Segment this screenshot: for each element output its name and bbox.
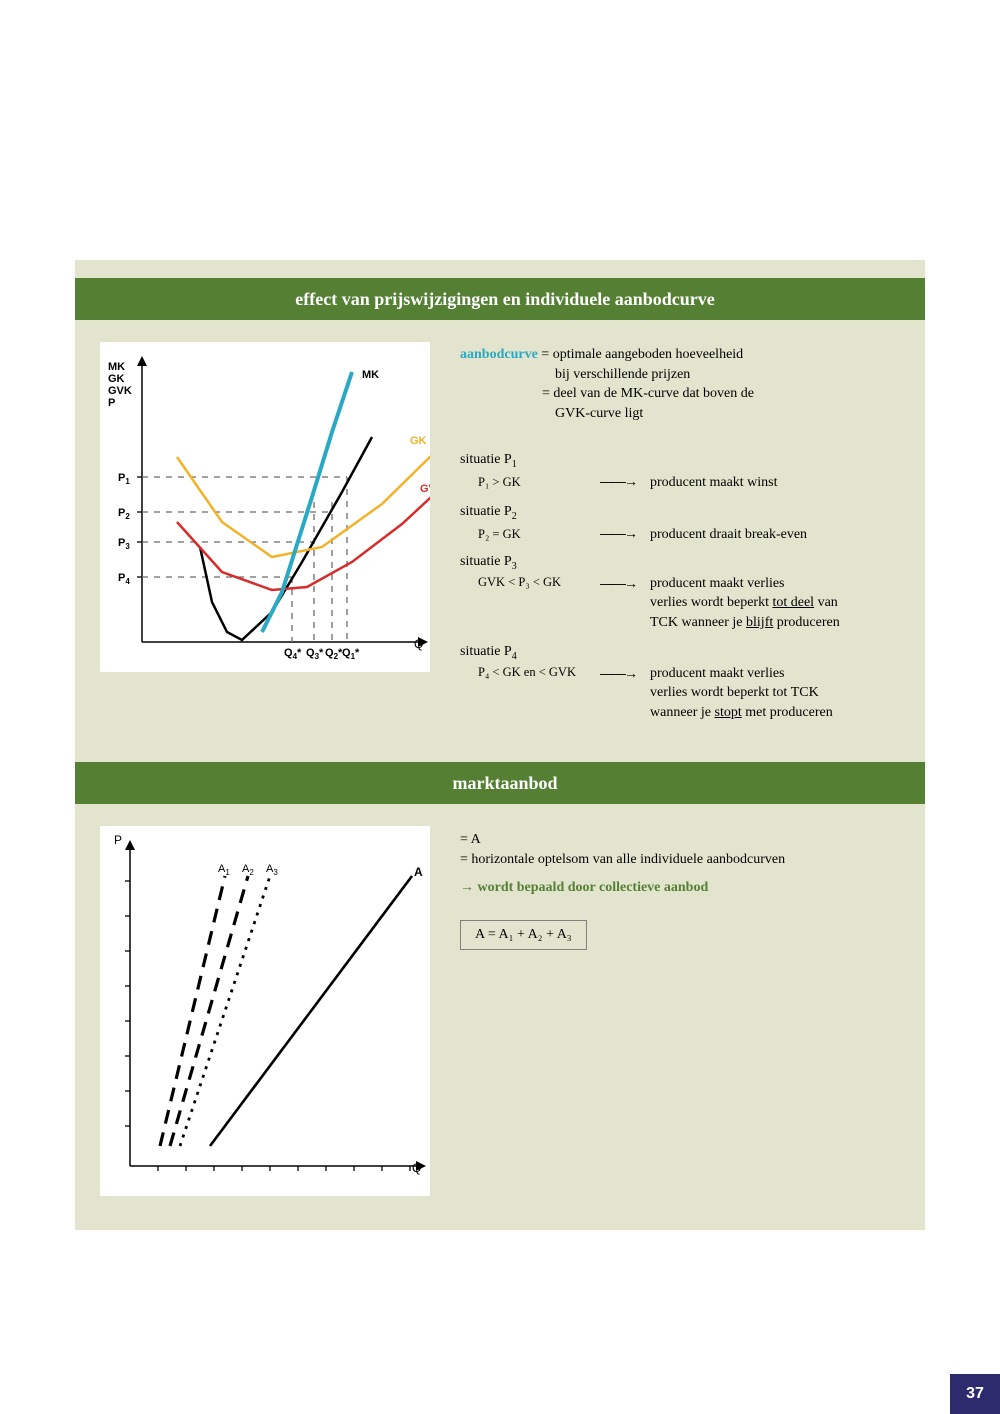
svg-text:P3: P3 <box>118 537 130 551</box>
section2-header: marktaanbod <box>85 762 925 804</box>
s2-title: situatie P <box>460 504 512 519</box>
formula-box: A = A₁ + A₂ + A₃ <box>460 920 587 950</box>
s3-res2b: tot deel <box>772 595 814 610</box>
svg-text:Q4*: Q4* <box>284 647 302 661</box>
chart2-svg: P Q A1 A2 A3 A <box>100 826 430 1196</box>
arrow-icon: ——→ <box>600 524 650 544</box>
svg-text:P4: P4 <box>118 572 130 586</box>
svg-text:GVK: GVK <box>108 385 132 397</box>
arrow-icon: ——→ <box>600 664 650 684</box>
svg-text:GK: GK <box>410 435 427 447</box>
s3-res3c: blijft <box>746 615 773 630</box>
s4-cond: P₄ < GK en < GVK <box>460 664 600 682</box>
aanbod-def4b: -curve ligt <box>585 406 643 421</box>
s4-res3c: met produceren <box>742 705 833 720</box>
eq-a: = A <box>460 830 910 850</box>
aanbod-def3b: -curve dat boven de <box>643 386 754 401</box>
chart1-panel: MK GK GVK P MK GK GVK P1 P2 P3 P4 Q4* Q3… <box>100 342 430 672</box>
s4-res2a: verlies wordt beperkt tot <box>650 685 791 700</box>
svg-text:Q: Q <box>412 1161 421 1175</box>
s3-res3a: TCK <box>650 615 678 630</box>
s3-res3d: produceren <box>773 615 839 630</box>
aanbod-label: aanbodcurve <box>460 347 538 362</box>
s2-cond: P₂ = GK <box>460 526 600 544</box>
svg-text:Q: Q <box>414 637 423 651</box>
aanbod-def4-sc: GVK <box>555 406 585 421</box>
svg-text:P: P <box>114 833 122 847</box>
situatie-2: situatie P2 P₂ = GK ——→ producent draait… <box>460 502 910 544</box>
s3-res3b: wanneer je <box>678 615 746 630</box>
s3-res2c: van <box>814 595 838 610</box>
s4-title: situatie P <box>460 644 512 659</box>
svg-text:A1: A1 <box>218 863 230 877</box>
s1-cond: P₁ > GK <box>460 474 600 492</box>
s2-definitions: = A = horizontale optelsom van alle indi… <box>460 830 910 869</box>
s4-res2b: TCK <box>791 685 819 700</box>
svg-text:A2: A2 <box>242 863 254 877</box>
s1-sub: 1 <box>512 459 517 470</box>
s1-res: producent maakt winst <box>650 473 778 493</box>
section1-title: effect van prijswijzigingen en individue… <box>295 289 715 310</box>
svg-text:A: A <box>414 865 423 879</box>
aanbod-def3-sc: MK <box>621 386 644 401</box>
chart1-svg: MK GK GVK P MK GK GVK P1 P2 P3 P4 Q4* Q3… <box>100 342 430 672</box>
s2-sub: 2 <box>512 511 517 522</box>
page-number-value: 37 <box>966 1385 984 1403</box>
svg-text:P: P <box>108 397 115 409</box>
chart2-panel: P Q A1 A2 A3 A <box>100 826 430 1196</box>
situatie-3: situatie P3 GVK < P₃ < GK ——→ producent … <box>460 552 910 633</box>
aanbod-def3: = deel van de <box>542 386 621 401</box>
s2-res: producent draait break-even <box>650 525 807 545</box>
s1-title: situatie P <box>460 452 512 467</box>
svg-text:Q2*: Q2* <box>325 647 343 661</box>
s3-res2a: verlies wordt beperkt <box>650 595 772 610</box>
svg-text:Q3*: Q3* <box>306 647 324 661</box>
aanbod-def1: = optimale aangeboden hoeveelheid <box>541 347 743 362</box>
s3-cond: GVK < P₃ < GK <box>460 574 600 592</box>
section1-header: effect van prijswijzigingen en individue… <box>85 278 925 320</box>
s4-sub: 4 <box>512 651 517 662</box>
s3-title: situatie P <box>460 554 512 569</box>
s4-res3a: wanneer je <box>650 705 715 720</box>
svg-text:MK: MK <box>362 369 379 381</box>
svg-text:Q1*: Q1* <box>342 647 360 661</box>
s2-note-text: → wordt bepaald door collectieve aanbod <box>460 880 708 895</box>
svg-text:GVK: GVK <box>420 483 430 495</box>
page-number: 37 <box>950 1374 1000 1414</box>
s3-res1: producent maakt verlies <box>650 574 910 594</box>
s3-sub: 3 <box>512 561 517 572</box>
svg-text:GK: GK <box>108 373 125 385</box>
svg-text:A3: A3 <box>266 863 278 877</box>
situatie-1: situatie P1 P₁ > GK ——→ producent maakt … <box>460 450 910 492</box>
s4-res1: producent maakt verlies <box>650 664 910 684</box>
s2-def: = horizontale optelsom van alle individu… <box>460 850 910 870</box>
aanbod-def2: bij verschillende prijzen <box>460 365 900 385</box>
svg-text:P1: P1 <box>118 472 130 486</box>
arrow-icon: ——→ <box>600 472 650 492</box>
svg-text:P2: P2 <box>118 507 130 521</box>
s2-note: → wordt bepaald door collectieve aanbod <box>460 878 910 898</box>
section2-title: marktaanbod <box>452 773 557 794</box>
situatie-4: situatie P4 P₄ < GK en < GVK ——→ produce… <box>460 642 910 723</box>
svg-text:MK: MK <box>108 361 125 373</box>
arrow-icon: ——→ <box>600 574 650 594</box>
s4-res3b: stopt <box>715 705 742 720</box>
formula: A = A₁ + A₂ + A₃ <box>475 927 572 942</box>
s1-definitions: aanbodcurve = optimale aangeboden hoevee… <box>460 345 900 423</box>
